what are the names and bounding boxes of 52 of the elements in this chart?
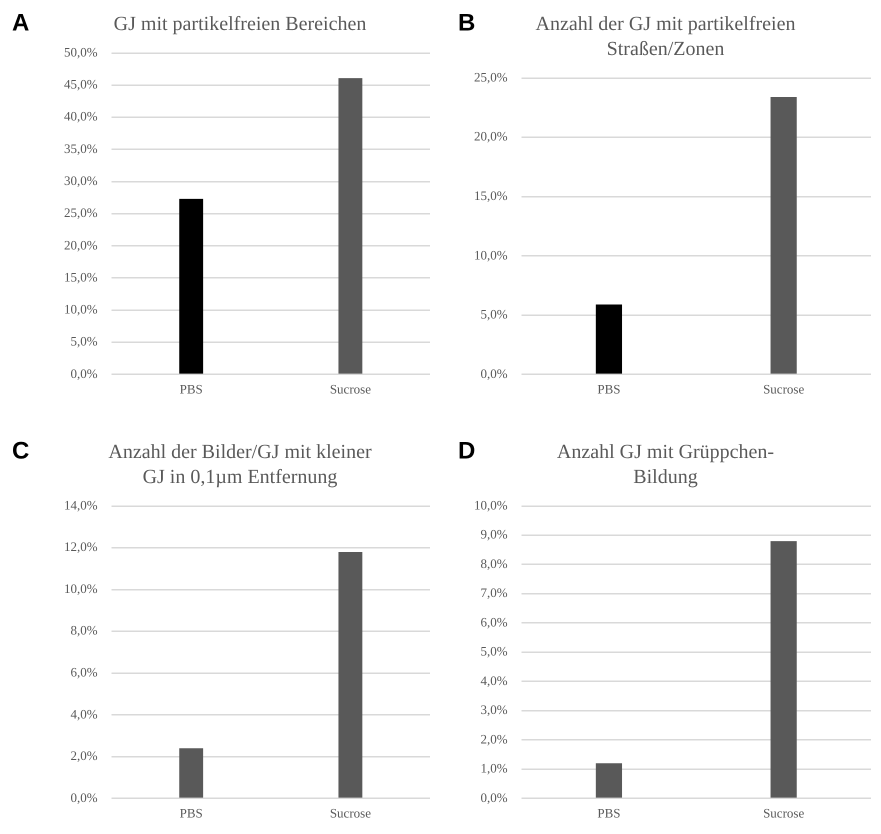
y-tick-label: 12,0% [64,539,98,554]
y-tick-label: 0,0% [70,366,98,381]
text: D [458,438,476,465]
x-tick-label: Sucrose [330,382,372,397]
y-tick-label: 8,0% [70,622,98,638]
y-tick-label: 6,0% [480,614,508,630]
x-tick-label: PBS [180,382,203,397]
y-tick-label: 30,0% [64,172,98,188]
text: C [12,438,30,465]
y-tick-label: 10,0% [64,302,98,317]
y-tick-label: 10,0% [64,580,98,596]
y-tick-label: 4,0% [480,672,508,688]
y-tick-label: 0,0% [70,790,98,805]
y-tick-label: 15,0% [64,269,98,284]
text: A [12,10,30,37]
y-tick-label: 20,0% [474,128,508,144]
y-tick-label: 2,0% [70,748,98,764]
y-tick-label: 9,0% [480,526,508,542]
y-tick-label: 50,0% [64,44,98,60]
y-tick-label: 0,0% [480,366,508,381]
y-tick-label: 5,0% [480,644,508,659]
x-tick-label: PBS [597,806,621,821]
y-tick-label: 15,0% [474,188,508,203]
y-tick-label: 25,0% [64,205,98,220]
y-tick-label: 1,0% [480,760,508,776]
y-tick-label: 6,0% [70,664,98,680]
x-tick-label: Sucrose [330,806,372,821]
y-tick-label: 10,0% [474,247,508,262]
text: B [458,10,476,37]
chart-title: Anzahl der Bilder/GJ mit kleiner GJ in 0,1µm Entfernung [108,440,372,488]
y-tick-label: 10,0% [474,497,508,512]
x-tick-label: Sucrose [763,806,804,821]
y-tick-label: 45,0% [64,76,98,92]
y-tick-label: 8,0% [480,556,508,571]
y-tick-label: 20,0% [64,237,98,252]
y-tick-label: 35,0% [64,140,98,156]
y-tick-label: 3,0% [480,702,508,718]
y-tick-label: 4,0% [70,706,98,722]
chart-title: GJ mit partikelfreien Bereichen [114,12,366,35]
x-tick-label: PBS [180,806,203,821]
y-tick-label: 40,0% [64,108,98,124]
y-tick-label: 2,0% [480,731,508,746]
chart-title: Anzahl der GJ mit partikelfreien Straßen/Zonen [536,12,796,60]
y-tick-label: 5,0% [70,334,98,349]
y-tick-label: 14,0% [64,497,98,512]
chart-title: Anzahl GJ mit Grüppchen- Bildung [556,440,774,488]
y-tick-label: 7,0% [480,585,508,600]
y-tick-label: 5,0% [480,306,508,322]
y-tick-label: 0,0% [480,790,508,805]
x-tick-label: Sucrose [763,382,804,397]
y-tick-label: 25,0% [474,69,508,84]
x-tick-label: PBS [597,382,621,397]
